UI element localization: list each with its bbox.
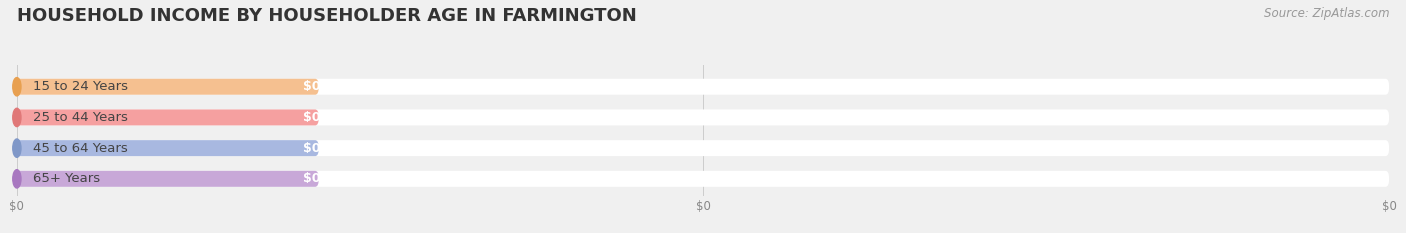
FancyBboxPatch shape [17, 79, 319, 95]
Text: HOUSEHOLD INCOME BY HOUSEHOLDER AGE IN FARMINGTON: HOUSEHOLD INCOME BY HOUSEHOLDER AGE IN F… [17, 7, 637, 25]
FancyBboxPatch shape [17, 110, 319, 125]
Text: $0: $0 [304, 172, 321, 185]
Circle shape [13, 78, 21, 96]
Circle shape [13, 108, 21, 127]
FancyBboxPatch shape [17, 140, 319, 156]
Text: Source: ZipAtlas.com: Source: ZipAtlas.com [1264, 7, 1389, 20]
FancyBboxPatch shape [17, 140, 1389, 156]
Text: $0: $0 [304, 80, 321, 93]
FancyBboxPatch shape [17, 171, 1389, 187]
Text: 25 to 44 Years: 25 to 44 Years [34, 111, 128, 124]
Text: $0: $0 [304, 111, 321, 124]
Circle shape [13, 139, 21, 157]
FancyBboxPatch shape [17, 79, 1389, 95]
Text: 15 to 24 Years: 15 to 24 Years [34, 80, 128, 93]
Text: 45 to 64 Years: 45 to 64 Years [34, 142, 128, 155]
FancyBboxPatch shape [17, 171, 319, 187]
Circle shape [13, 170, 21, 188]
FancyBboxPatch shape [17, 110, 1389, 125]
Text: 65+ Years: 65+ Years [34, 172, 100, 185]
Text: $0: $0 [304, 142, 321, 155]
